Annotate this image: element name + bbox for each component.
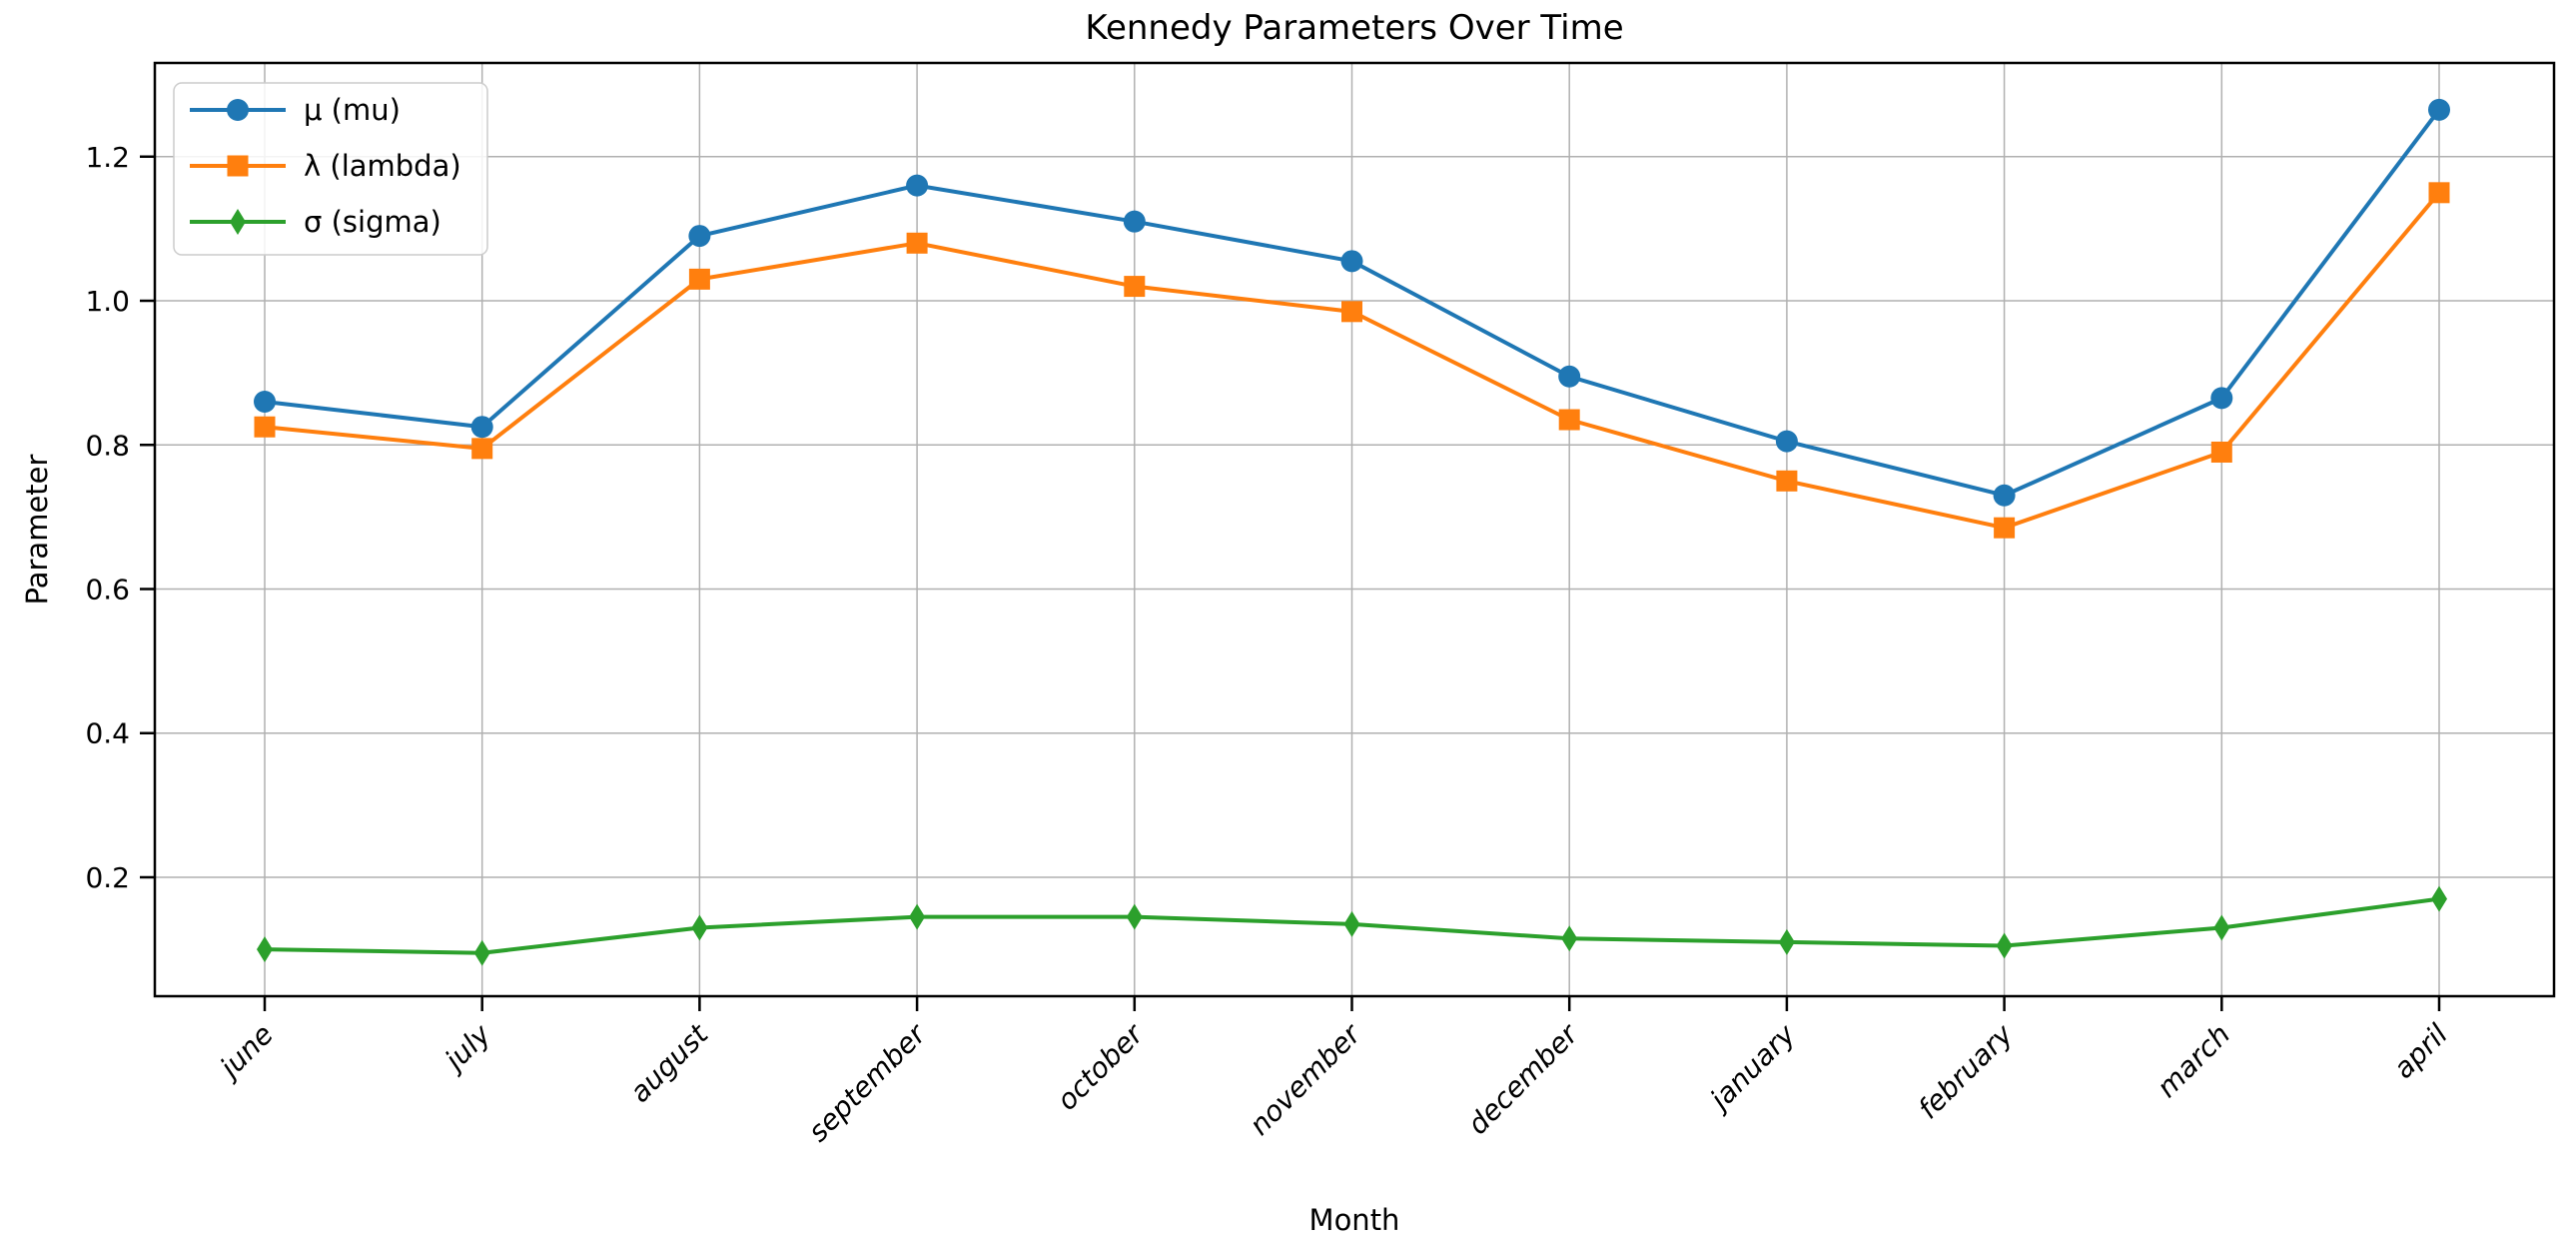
diamond-marker <box>257 936 273 963</box>
legend-label: μ (mu) <box>304 93 401 127</box>
diamond-marker <box>1996 932 2013 959</box>
square-marker <box>227 155 249 177</box>
diamond-marker <box>691 914 708 941</box>
x-tick-label: august <box>623 1017 715 1109</box>
circle-marker <box>227 99 249 121</box>
diamond-marker <box>2431 885 2447 912</box>
x-tick-label: november <box>1243 1017 1367 1142</box>
x-tick-label: february <box>1912 1017 2020 1125</box>
square-marker <box>471 438 493 460</box>
square-marker <box>688 268 710 290</box>
circle-marker <box>1558 365 1581 388</box>
y-tick-label: 0.2 <box>85 861 130 894</box>
diamond-marker <box>1778 928 1795 955</box>
x-tick-label: december <box>1461 1017 1585 1141</box>
circle-marker <box>1340 250 1363 273</box>
x-tick-label: april <box>2387 1017 2454 1084</box>
x-tick-label: january <box>1701 1017 1802 1118</box>
plot-border <box>153 61 2556 998</box>
circle-marker <box>1775 430 1798 453</box>
circle-marker <box>254 390 276 413</box>
x-tick-label: september <box>802 1017 934 1149</box>
square-marker <box>1776 470 1798 492</box>
diamond-marker <box>230 209 246 235</box>
diamond-marker <box>2213 914 2230 941</box>
series-diamond <box>257 885 2447 966</box>
series-circle <box>254 98 2450 507</box>
circle-marker <box>2428 98 2450 121</box>
circle-marker <box>688 225 711 248</box>
x-tick-label: july <box>435 1017 497 1079</box>
y-axis-label: Parameter <box>20 454 54 606</box>
diamond-marker <box>1126 903 1143 930</box>
x-tick-label: march <box>2150 1018 2236 1104</box>
square-marker <box>1994 517 2016 539</box>
circle-marker <box>2210 387 2233 410</box>
circle-marker <box>1993 484 2016 507</box>
circle-marker <box>470 416 493 439</box>
square-marker <box>1124 276 1146 298</box>
circle-marker <box>906 174 929 197</box>
y-tick-label: 1.0 <box>85 285 130 318</box>
x-tick-label: october <box>1051 1017 1151 1117</box>
square-marker <box>254 416 276 438</box>
square-marker <box>906 232 928 254</box>
y-tick-label: 0.4 <box>85 717 130 750</box>
legend-box <box>173 82 488 256</box>
x-tick-label: june <box>211 1018 280 1087</box>
diamond-marker <box>1343 910 1360 937</box>
chart-title: Kennedy Parameters Over Time <box>1085 8 1624 48</box>
diamond-marker <box>473 939 490 966</box>
legend: μ (mu) λ (lambda) σ (sigma) <box>173 82 488 256</box>
circle-marker <box>1123 210 1146 233</box>
legend-label: λ (lambda) <box>304 149 461 183</box>
x-axis-label: Month <box>1308 1203 1400 1237</box>
square-marker <box>1341 301 1362 323</box>
y-tick-label: 0.6 <box>85 574 130 607</box>
legend-label: σ (sigma) <box>304 205 441 239</box>
square-marker <box>2428 182 2450 204</box>
diamond-marker <box>909 903 926 930</box>
y-tick-label: 0.8 <box>85 429 130 462</box>
square-marker <box>1558 409 1580 431</box>
y-tick-label: 1.2 <box>85 141 130 174</box>
diamond-marker <box>1561 925 1578 952</box>
series-square <box>254 182 2450 539</box>
square-marker <box>2210 441 2232 463</box>
